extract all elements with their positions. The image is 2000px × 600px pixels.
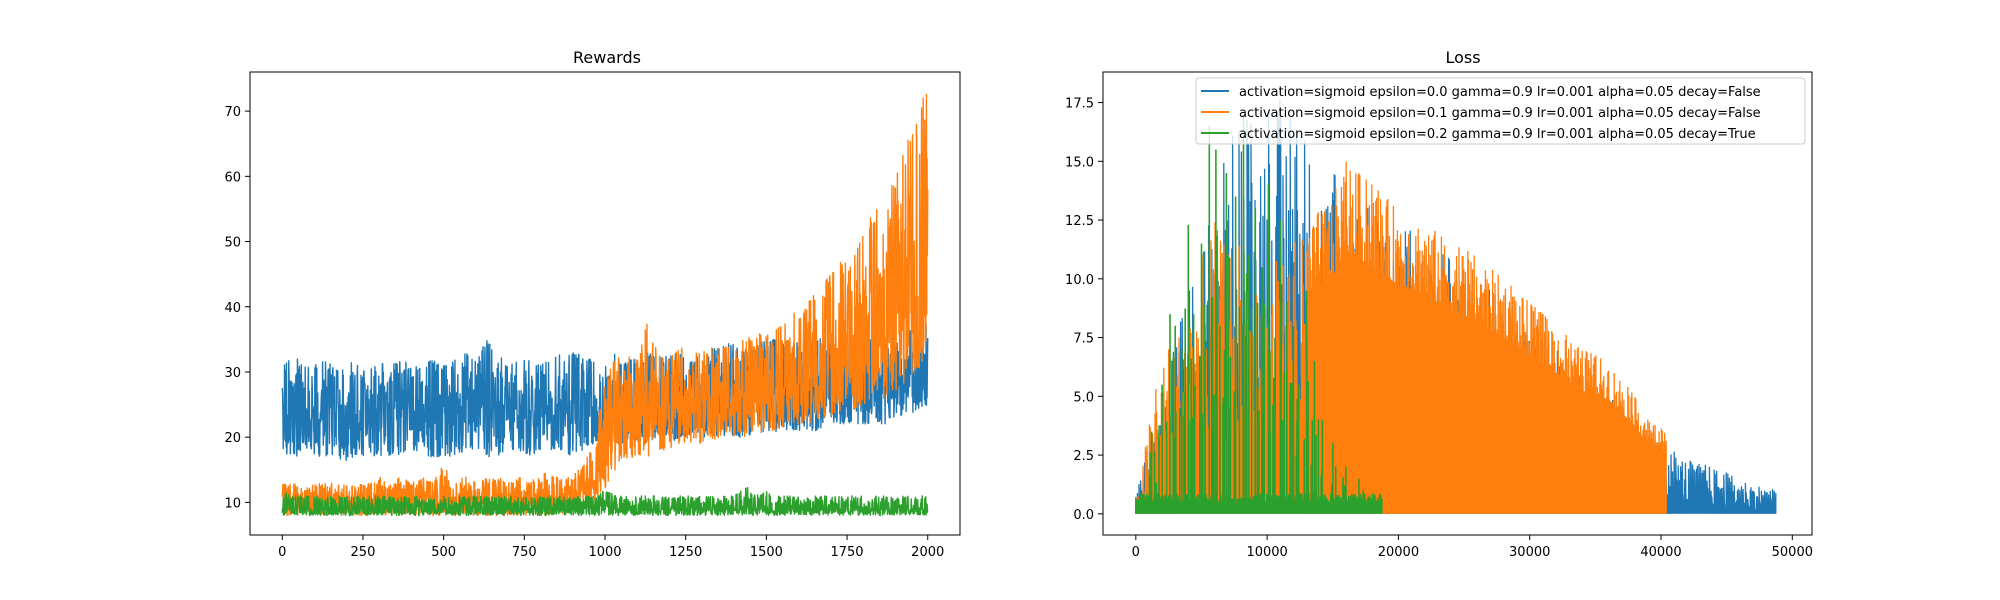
y-tick-label: 70 bbox=[224, 105, 241, 120]
y-tick-label: 12.5 bbox=[1065, 214, 1094, 229]
series-line-2 bbox=[281, 486, 929, 517]
loss-title: Loss bbox=[1445, 48, 1480, 67]
series-line-2 bbox=[1135, 114, 1383, 514]
x-tick-label: 0 bbox=[278, 545, 286, 560]
x-tick-label: 1750 bbox=[830, 545, 863, 560]
x-tick-label: 500 bbox=[431, 545, 456, 560]
loss-panel: Loss 0 10000 20000 30000 40000 50000 0.0 2.5 5.0… bbox=[1065, 48, 1813, 560]
x-tick-label: 0 bbox=[1132, 545, 1140, 560]
x-tick-label: 1250 bbox=[669, 545, 702, 560]
rewards-axes-frame bbox=[249, 71, 961, 536]
x-tick-label: 750 bbox=[512, 545, 537, 560]
x-tick-label: 50000 bbox=[1772, 545, 1813, 560]
y-tick-label: 5.0 bbox=[1073, 390, 1094, 405]
y-tick-label: 20 bbox=[224, 431, 241, 446]
x-tick-label: 40000 bbox=[1640, 545, 1681, 560]
y-tick-label: 2.5 bbox=[1073, 449, 1094, 464]
loss-legend: activation=sigmoid epsilon=0.0 gamma=0.9… bbox=[1195, 77, 1806, 145]
x-tick-label: 250 bbox=[351, 545, 376, 560]
x-tick-label: 30000 bbox=[1509, 545, 1550, 560]
legend-label-2: activation=sigmoid epsilon=0.2 gamma=0.9… bbox=[1239, 127, 1756, 142]
loss-axis-ticks: 0 10000 20000 30000 40000 50000 0.0 2.5 5.0 7.5 10… bbox=[1065, 97, 1813, 560]
x-tick-label: 2000 bbox=[911, 545, 944, 560]
loss-plot-area bbox=[1135, 99, 1777, 514]
rewards-axis-ticks: 0 250 500 750 1000 1250 1500 1750 2000 10 20 30 40 50… bbox=[224, 105, 944, 560]
x-tick-label: 10000 bbox=[1246, 545, 1287, 560]
rewards-plot-area bbox=[281, 93, 929, 517]
y-tick-label: 50 bbox=[224, 236, 241, 251]
y-tick-label: 30 bbox=[224, 366, 241, 381]
rewards-title: Rewards bbox=[573, 48, 641, 67]
legend-label-0: activation=sigmoid epsilon=0.0 gamma=0.9… bbox=[1239, 85, 1761, 100]
loss-axes-frame bbox=[1102, 71, 1813, 536]
legend-label-1: activation=sigmoid epsilon=0.1 gamma=0.9… bbox=[1239, 106, 1761, 121]
y-tick-label: 15.0 bbox=[1065, 155, 1094, 170]
rewards-panel: Rewards 0 250 500 750 1000 1250 1500 1750 2000 10… bbox=[224, 48, 961, 560]
x-tick-label: 1000 bbox=[588, 545, 621, 560]
y-tick-label: 40 bbox=[224, 301, 241, 316]
y-tick-label: 0.0 bbox=[1073, 508, 1094, 523]
legend-box bbox=[1195, 77, 1806, 145]
x-tick-label: 1500 bbox=[750, 545, 783, 560]
y-tick-label: 10 bbox=[224, 496, 241, 511]
x-tick-label: 20000 bbox=[1378, 545, 1419, 560]
series-fill-1 bbox=[1306, 249, 1667, 514]
y-tick-label: 60 bbox=[224, 170, 241, 185]
y-tick-label: 17.5 bbox=[1065, 97, 1094, 112]
y-tick-label: 7.5 bbox=[1073, 332, 1094, 347]
y-tick-label: 10.0 bbox=[1065, 273, 1094, 288]
